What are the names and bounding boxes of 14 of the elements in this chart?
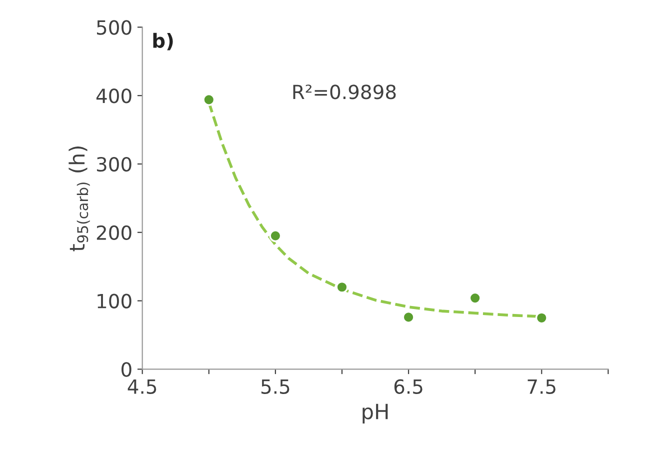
- y-tick-label: 200: [96, 225, 132, 240]
- x-tick-label: 4.5: [128, 380, 156, 394]
- y-tick-label: 0: [122, 362, 132, 377]
- annotation: R²=0.9898: [293, 84, 396, 100]
- annotation: b): [153, 32, 173, 50]
- y-tick-label: 100: [98, 294, 132, 308]
- x-tick-label: 7.5: [528, 380, 556, 394]
- y-tick-label: 500: [97, 20, 132, 35]
- x-tick-label: 6.5: [394, 379, 422, 394]
- y-tick-label: 300: [96, 156, 132, 172]
- y-tick-label: 400: [96, 88, 132, 104]
- x-axis-title: pH: [362, 404, 388, 424]
- x-tick-label: 5.5: [261, 380, 290, 394]
- y-axis-title: t$_{95(carb)}$ (h): [68, 146, 90, 252]
